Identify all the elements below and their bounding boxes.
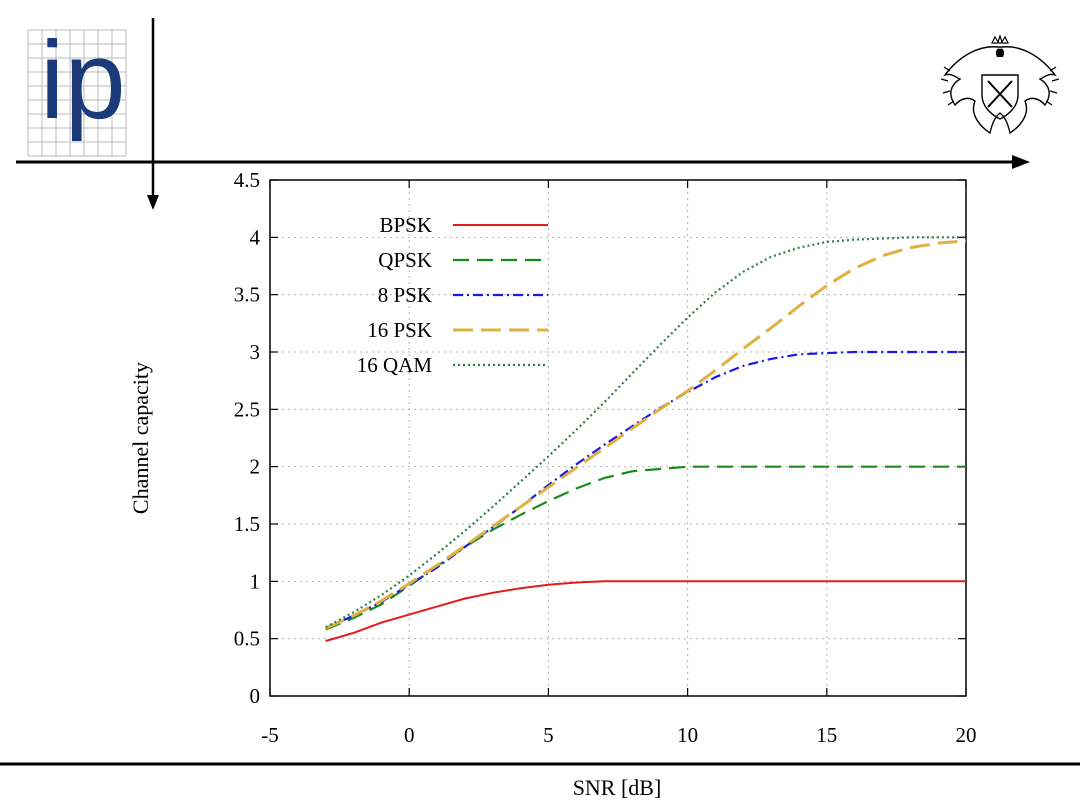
y-tick-label: 1 bbox=[250, 569, 261, 593]
legend-label: 8 PSK bbox=[378, 283, 432, 307]
legend-label: QPSK bbox=[378, 248, 432, 272]
grid bbox=[270, 180, 966, 696]
legend-label: 16 PSK bbox=[367, 318, 432, 342]
y-tick-label: 0.5 bbox=[234, 627, 260, 651]
legend: BPSK QPSK 8 PSK 16 PSK 16 QAM bbox=[357, 213, 548, 377]
y-tick-label: 3 bbox=[250, 340, 261, 364]
x-tick-label: 0 bbox=[404, 723, 415, 747]
y-tick-label: 4 bbox=[250, 225, 261, 249]
x-axis-title: SNR [dB] bbox=[573, 775, 662, 800]
legend-label: 16 QAM bbox=[357, 353, 433, 377]
y-tick-label: 4.5 bbox=[234, 168, 260, 192]
x-tick-label: 10 bbox=[677, 723, 698, 747]
university-eagle-crest-icon bbox=[940, 34, 1060, 135]
y-axis-title: Channel capacity bbox=[128, 362, 153, 514]
y-tick-label: 2 bbox=[250, 455, 261, 479]
x-tick-label: 5 bbox=[543, 723, 554, 747]
ip-logo: ip bbox=[27, 19, 127, 157]
axis-ticks: 00.511.522.533.544.5-5 0 5 10 15 20 bbox=[234, 168, 977, 747]
x-tick-label: -5 bbox=[261, 723, 279, 747]
y-tick-label: 3.5 bbox=[234, 283, 260, 307]
series-line-qpsk bbox=[325, 465, 966, 631]
plot-frame bbox=[269, 179, 967, 697]
x-tick-label: 20 bbox=[956, 723, 977, 747]
y-tick-label: 0 bbox=[250, 684, 261, 708]
logo-text: ip bbox=[40, 19, 126, 142]
y-tick-label: 1.5 bbox=[234, 512, 260, 536]
series-line-8-psk bbox=[325, 350, 966, 630]
y-tick-label: 2.5 bbox=[234, 397, 260, 421]
series-line-bpsk bbox=[325, 580, 966, 642]
logo-grid bbox=[27, 29, 127, 157]
series-line-16-psk bbox=[325, 239, 967, 630]
x-tick-label: 15 bbox=[816, 723, 837, 747]
series-lines bbox=[325, 236, 967, 642]
legend-label: BPSK bbox=[379, 213, 432, 237]
header-frame-lines bbox=[16, 18, 1030, 210]
